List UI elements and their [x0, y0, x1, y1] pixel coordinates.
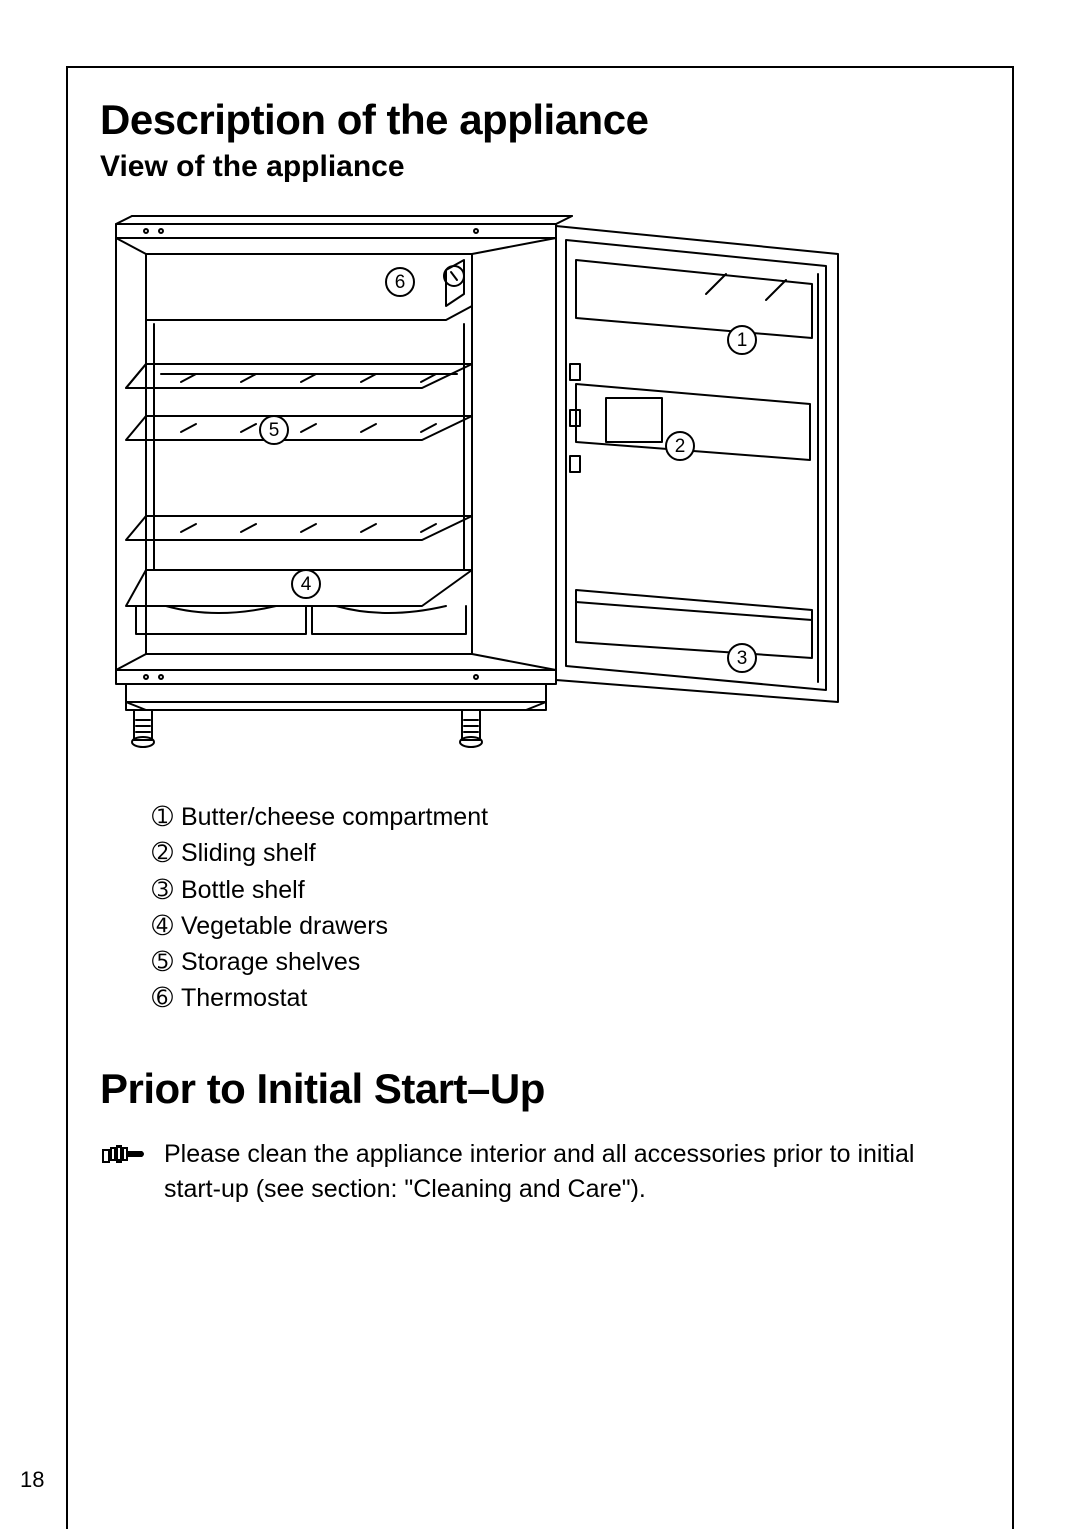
heading-prior: Prior to Initial Start–Up	[100, 1065, 980, 1113]
appliance-svg: 1 2 3 4 5 6	[106, 214, 846, 774]
heading-description: Description of the appliance	[100, 96, 980, 144]
note-block: Please clean the appliance interior and …	[100, 1137, 980, 1208]
note-text: Please clean the appliance interior and …	[164, 1137, 964, 1208]
legend-label: Sliding shelf	[181, 835, 316, 871]
page-number: 18	[20, 1467, 44, 1493]
legend-label: Vegetable drawers	[181, 908, 388, 944]
pointing-hand-icon	[100, 1139, 146, 1174]
legend-number: ➀	[152, 799, 173, 835]
legend-label: Bottle shelf	[181, 872, 305, 908]
legend-number: ➁	[152, 835, 173, 871]
svg-text:3: 3	[737, 648, 748, 669]
diagram-legend: ➀ Butter/cheese compartment ➁ Sliding sh…	[152, 799, 980, 1017]
content-frame: Description of the appliance View of the…	[66, 66, 1014, 1529]
legend-number: ➅	[152, 980, 173, 1016]
legend-item: ➄ Storage shelves	[152, 944, 980, 980]
legend-item: ➁ Sliding shelf	[152, 835, 980, 871]
legend-number: ➂	[152, 872, 173, 908]
legend-item: ➅ Thermostat	[152, 980, 980, 1016]
svg-text:1: 1	[737, 330, 748, 351]
svg-text:6: 6	[395, 272, 406, 293]
legend-label: Butter/cheese compartment	[181, 799, 488, 835]
legend-label: Storage shelves	[181, 944, 360, 980]
svg-text:2: 2	[675, 436, 686, 457]
svg-text:4: 4	[301, 574, 312, 595]
legend-item: ➃ Vegetable drawers	[152, 908, 980, 944]
legend-number: ➄	[152, 944, 173, 980]
legend-label: Thermostat	[181, 980, 307, 1016]
svg-text:5: 5	[269, 420, 280, 441]
legend-item: ➀ Butter/cheese compartment	[152, 799, 980, 835]
heading-view: View of the appliance	[100, 150, 980, 184]
legend-number: ➃	[152, 908, 173, 944]
legend-item: ➂ Bottle shelf	[152, 872, 980, 908]
appliance-diagram: 1 2 3 4 5 6	[106, 214, 980, 779]
manual-page: Description of the appliance View of the…	[0, 0, 1080, 1529]
